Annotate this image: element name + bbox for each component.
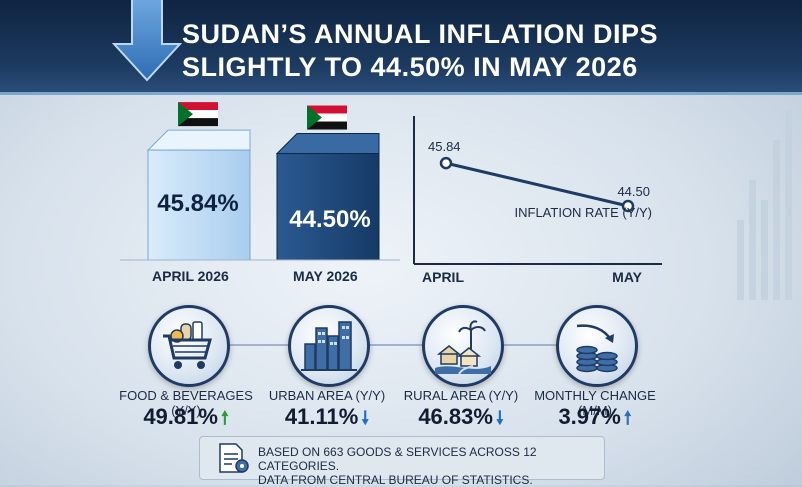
metric-value-food: 49.81% 🠕 — [111, 404, 261, 436]
shopping-cart-icon — [163, 321, 212, 369]
metric-label-urban: URBAN AREA (Y/Y) — [268, 388, 386, 403]
sudan-flag-icon — [178, 102, 218, 127]
metric-number: 3.97% — [558, 404, 621, 429]
food-beverages-badge — [148, 305, 230, 387]
metric-label-food: FOOD & BEVERAGES (Y/Y) — [119, 388, 253, 418]
connector-line — [500, 344, 558, 346]
footer-text: BASED ON 663 GOODS & SERVICES ACROSS 12 … — [258, 445, 537, 487]
metric-number: 49.81% — [143, 404, 218, 429]
bar-value-april: 45.84% — [157, 190, 239, 217]
data-label-april: 45.84 — [428, 139, 461, 154]
urban-area-badge — [288, 305, 370, 387]
bar-front — [147, 149, 251, 261]
bar-value-may: 44.50% — [289, 206, 371, 233]
up-arrow-icon: 🠕 — [220, 408, 229, 428]
bar-label-april: APRIL 2026 — [152, 268, 229, 284]
data-point-may — [621, 199, 635, 213]
x-tick-april: APRIL — [422, 269, 464, 285]
bar-front — [276, 153, 380, 261]
x-tick-may: MAY — [612, 269, 642, 285]
line-chart: 45.84 44.50 INFLATION RATE (Y/Y) APRIL M… — [413, 116, 662, 285]
city-buildings-icon — [301, 321, 357, 371]
document-gear-icon — [219, 443, 249, 473]
page-title: SUDAN’S ANNUAL INFLATION DIPS SLIGHTLY T… — [182, 19, 659, 82]
rural-area-badge — [422, 305, 504, 387]
down-arrow-icon — [112, 0, 182, 82]
data-label-may: 44.50 — [617, 184, 650, 199]
up-arrow-icon: 🠕 — [623, 408, 632, 428]
metric-number: 41.11% — [284, 404, 359, 429]
bar-1 — [275, 105, 380, 261]
bar-top — [146, 129, 251, 151]
down-arrow-icon: 🠗 — [361, 408, 370, 428]
bar-top — [275, 133, 380, 155]
footer-note: BASED ON 663 GOODS & SERVICES ACROSS 12 … — [199, 436, 605, 487]
metric-value-monthly: 3.97% 🠕 — [520, 404, 670, 436]
bar-chart — [120, 102, 400, 261]
metric-value-urban: 41.11% 🠗 — [252, 404, 402, 436]
inflation-trend-line — [445, 161, 629, 208]
sudan-flag-icon — [307, 105, 347, 130]
connector-line — [224, 344, 290, 346]
monthly-change-badge — [556, 305, 638, 387]
rural-village-icon — [435, 320, 491, 375]
background-bars-decoration — [737, 110, 792, 300]
metric-label-monthly: MONTHLY CHANGE (M/M) — [534, 388, 656, 418]
metric-label-rural: RURAL AREA (Y/Y) — [403, 388, 519, 403]
header-banner: SUDAN’S ANNUAL INFLATION DIPS SLIGHTLY T… — [0, 0, 802, 95]
series-label: INFLATION RATE (Y/Y) — [515, 205, 652, 220]
connector-line — [366, 344, 424, 346]
down-arrow-icon: 🠗 — [495, 408, 504, 428]
coin-stacks-icon — [576, 324, 618, 373]
bar-label-may: MAY 2026 — [293, 268, 358, 284]
metric-number: 46.83% — [418, 404, 493, 429]
metric-value-rural: 46.83% 🠗 — [386, 404, 536, 436]
bar-0 — [146, 102, 251, 261]
data-point-april — [439, 156, 453, 170]
